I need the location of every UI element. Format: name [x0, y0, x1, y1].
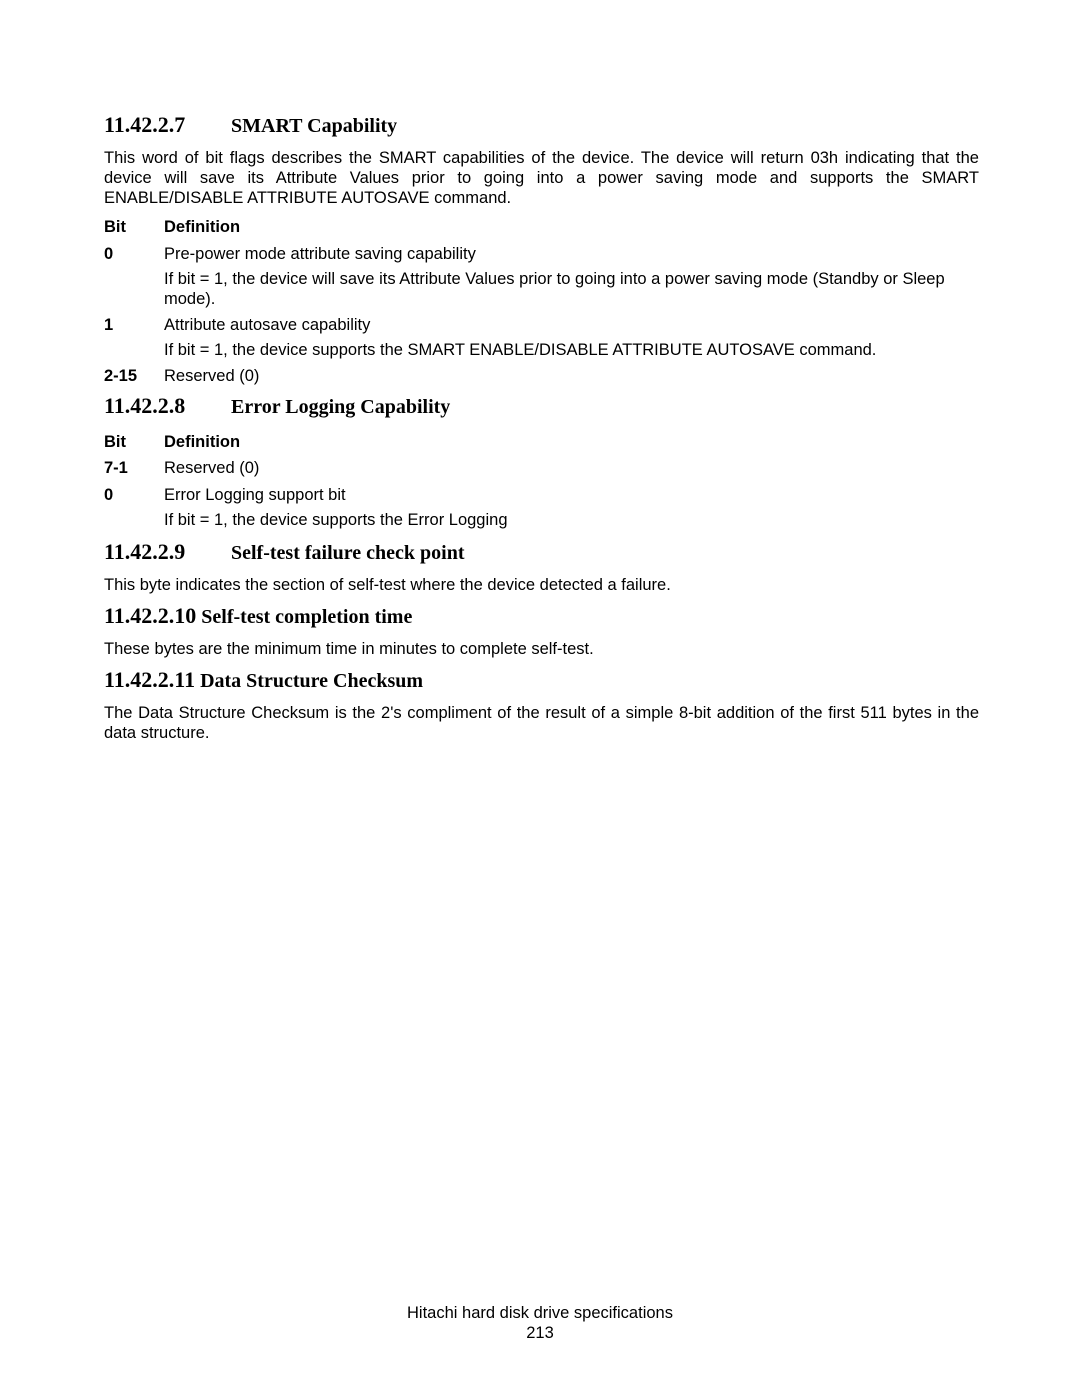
bit-sub-definition: If bit = 1, the device supports the SMAR… — [164, 338, 979, 363]
table-header-row: Bit Definition — [104, 429, 979, 455]
section-number: 11.42.2.11 — [104, 667, 195, 693]
footer-page-number: 213 — [0, 1323, 1080, 1344]
table-row: 7-1 Reserved (0) — [104, 455, 979, 481]
table-row-sub: If bit = 1, the device will save its Att… — [104, 267, 979, 312]
paragraph: This byte indicates the section of self-… — [104, 575, 979, 595]
section-number: 11.42.2.8 — [104, 393, 226, 419]
page-content: 11.42.2.7 SMART Capability This word of … — [104, 112, 979, 749]
table-row: 2-15 Reserved (0) — [104, 363, 979, 389]
bit-value: 0 — [104, 241, 164, 267]
bit-value: 0 — [104, 482, 164, 508]
table-row: 1 Attribute autosave capability — [104, 312, 979, 338]
col-header-definition: Definition — [164, 214, 979, 240]
section-heading-checksum: 11.42.2.11 Data Structure Checksum — [104, 667, 979, 693]
page-footer: Hitachi hard disk drive specifications 2… — [0, 1303, 1080, 1344]
bit-definition: Error Logging support bit — [164, 482, 979, 508]
bit-definition: Reserved (0) — [164, 363, 979, 389]
section-heading-selftest-completion: 11.42.2.10 Self-test completion time — [104, 603, 979, 629]
section-heading-smart-capability: 11.42.2.7 SMART Capability — [104, 112, 979, 138]
table-header-row: Bit Definition — [104, 214, 979, 240]
table-row: 0 Pre-power mode attribute saving capabi… — [104, 241, 979, 267]
section-title: SMART Capability — [231, 115, 397, 137]
section-title: Self-test completion time — [196, 606, 412, 628]
section-heading-selftest-failure: 11.42.2.9 Self-test failure check point — [104, 539, 979, 565]
table-row-sub: If bit = 1, the device supports the SMAR… — [104, 338, 979, 363]
paragraph: These bytes are the minimum time in minu… — [104, 639, 979, 659]
section-heading-error-logging: 11.42.2.8 Error Logging Capability — [104, 393, 979, 419]
section-number: 11.42.2.7 — [104, 112, 226, 138]
bit-definition-table: Bit Definition 0 Pre-power mode attribut… — [104, 214, 979, 389]
paragraph: The Data Structure Checksum is the 2's c… — [104, 703, 979, 743]
bit-sub-definition: If bit = 1, the device supports the Erro… — [164, 508, 979, 533]
table-row: 0 Error Logging support bit — [104, 482, 979, 508]
bit-definition-table: Bit Definition 7-1 Reserved (0) 0 Error … — [104, 429, 979, 533]
section-number: 11.42.2.9 — [104, 539, 226, 565]
bit-value: 7-1 — [104, 455, 164, 481]
section-title: Error Logging Capability — [231, 396, 450, 418]
bit-definition: Pre-power mode attribute saving capabili… — [164, 241, 979, 267]
paragraph: This word of bit flags describes the SMA… — [104, 148, 979, 208]
footer-title: Hitachi hard disk drive specifications — [0, 1303, 1080, 1324]
section-title: Self-test failure check point — [231, 542, 465, 564]
col-header-bit: Bit — [104, 429, 164, 455]
section-number: 11.42.2.10 — [104, 603, 196, 629]
table-row-sub: If bit = 1, the device supports the Erro… — [104, 508, 979, 533]
section-title: Data Structure Checksum — [195, 670, 423, 692]
bit-value: 2-15 — [104, 363, 164, 389]
col-header-definition: Definition — [164, 429, 979, 455]
bit-sub-definition: If bit = 1, the device will save its Att… — [164, 267, 979, 312]
bit-definition: Attribute autosave capability — [164, 312, 979, 338]
bit-definition: Reserved (0) — [164, 455, 979, 481]
bit-value: 1 — [104, 312, 164, 338]
col-header-bit: Bit — [104, 214, 164, 240]
